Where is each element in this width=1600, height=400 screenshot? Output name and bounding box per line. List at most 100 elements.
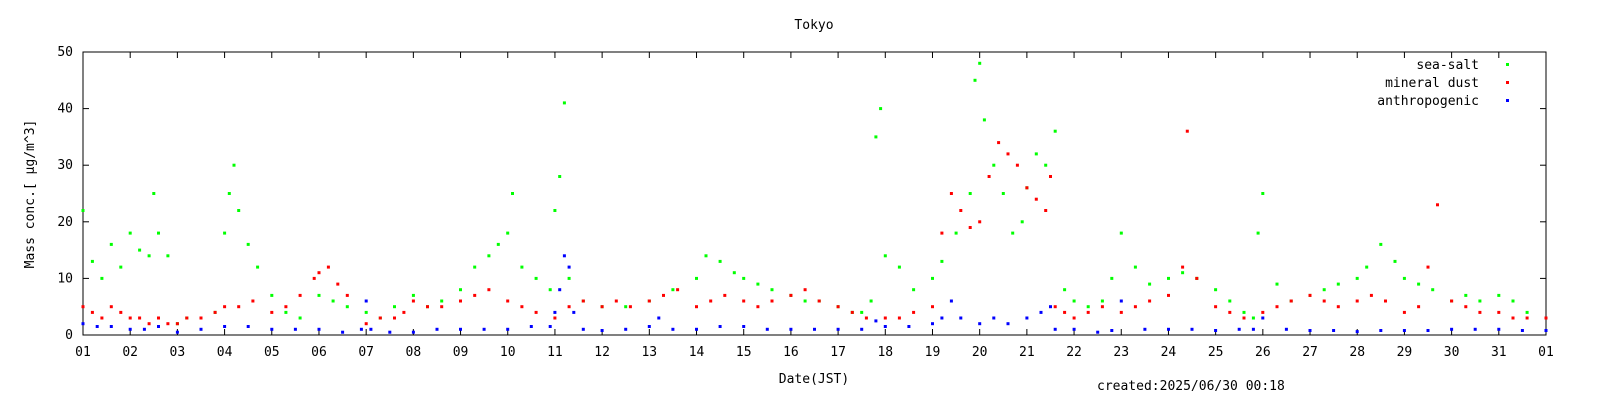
data-point bbox=[1181, 265, 1185, 269]
data-point bbox=[1086, 305, 1090, 309]
data-point bbox=[765, 327, 769, 331]
data-point bbox=[624, 305, 628, 309]
data-point bbox=[128, 231, 132, 235]
data-point bbox=[600, 329, 604, 332]
data-point bbox=[345, 305, 349, 309]
data-point bbox=[1006, 152, 1010, 156]
data-point bbox=[331, 299, 335, 303]
data-point bbox=[1275, 282, 1279, 286]
data-point bbox=[600, 305, 604, 309]
x-tick-label: 01 bbox=[75, 345, 91, 360]
data-point bbox=[1053, 305, 1057, 309]
data-point bbox=[803, 299, 807, 303]
data-point bbox=[718, 259, 722, 263]
data-point bbox=[1308, 293, 1312, 297]
data-point bbox=[553, 316, 557, 320]
data-point bbox=[1025, 316, 1029, 320]
data-point bbox=[317, 293, 321, 297]
data-point bbox=[1228, 310, 1232, 314]
data-point bbox=[1133, 265, 1137, 269]
data-point bbox=[100, 316, 104, 320]
x-tick-label: 08 bbox=[406, 345, 422, 360]
data-point bbox=[246, 242, 250, 246]
data-point bbox=[1393, 259, 1397, 263]
x-tick-label: 17 bbox=[830, 345, 846, 360]
data-point bbox=[175, 322, 179, 326]
data-point bbox=[1044, 209, 1048, 212]
data-point bbox=[1110, 276, 1114, 280]
data-point bbox=[534, 276, 538, 280]
data-point bbox=[1251, 316, 1255, 320]
x-tick-label: 18 bbox=[877, 345, 893, 360]
data-point bbox=[1289, 299, 1293, 303]
data-point bbox=[336, 282, 340, 286]
data-point bbox=[109, 242, 113, 246]
data-point bbox=[562, 254, 566, 258]
data-point bbox=[1006, 322, 1010, 326]
data-point bbox=[907, 325, 911, 328]
data-point bbox=[883, 325, 887, 328]
data-point bbox=[850, 310, 854, 314]
data-point bbox=[213, 310, 217, 314]
data-point bbox=[402, 310, 406, 314]
x-tick-label: 31 bbox=[1491, 345, 1507, 360]
data-point bbox=[1308, 329, 1312, 332]
data-point bbox=[511, 192, 514, 195]
data-point bbox=[1431, 288, 1435, 292]
data-point bbox=[393, 305, 396, 309]
data-point bbox=[581, 299, 585, 303]
data-point bbox=[1332, 329, 1336, 332]
data-point bbox=[581, 327, 585, 331]
data-point bbox=[1049, 175, 1052, 178]
legend-marker bbox=[1506, 81, 1509, 84]
data-point bbox=[968, 192, 972, 195]
data-point bbox=[520, 305, 524, 309]
data-point bbox=[1133, 305, 1137, 309]
data-point bbox=[1511, 316, 1515, 320]
data-point bbox=[1426, 329, 1430, 332]
data-point bbox=[1520, 329, 1524, 332]
data-point bbox=[709, 299, 713, 303]
data-point bbox=[529, 325, 533, 328]
data-point bbox=[1365, 265, 1369, 269]
x-tick-label: 10 bbox=[500, 345, 516, 360]
data-point bbox=[1181, 271, 1185, 275]
data-point bbox=[223, 325, 227, 328]
data-point bbox=[1119, 310, 1123, 314]
data-point bbox=[1544, 329, 1548, 332]
legend-label: sea-salt bbox=[1416, 58, 1479, 73]
data-point bbox=[1369, 293, 1373, 297]
data-point bbox=[487, 254, 491, 258]
data-point bbox=[992, 316, 996, 320]
footer-created: created:2025/06/30 00:18 bbox=[1097, 379, 1285, 394]
data-point bbox=[90, 310, 94, 314]
data-point bbox=[662, 293, 665, 297]
data-point bbox=[1167, 327, 1170, 331]
data-point bbox=[997, 141, 1001, 145]
y-tick-label: 10 bbox=[57, 271, 73, 286]
x-tick-label: 29 bbox=[1397, 345, 1413, 360]
data-point bbox=[175, 330, 179, 334]
data-point bbox=[959, 316, 963, 320]
data-point bbox=[293, 327, 297, 331]
x-tick-label: 02 bbox=[122, 345, 138, 360]
data-point bbox=[553, 209, 557, 212]
data-point bbox=[1237, 327, 1241, 331]
data-point bbox=[90, 259, 94, 263]
data-point bbox=[1544, 316, 1548, 320]
x-tick-label: 25 bbox=[1208, 345, 1224, 360]
data-point bbox=[81, 209, 85, 212]
data-point bbox=[1148, 299, 1152, 303]
data-point bbox=[1261, 310, 1265, 314]
data-point bbox=[1119, 231, 1123, 235]
data-point bbox=[732, 271, 736, 275]
legend-label: mineral dust bbox=[1385, 76, 1479, 91]
data-point bbox=[440, 305, 444, 309]
data-point bbox=[567, 305, 571, 309]
data-point bbox=[931, 305, 934, 309]
data-point bbox=[284, 310, 288, 314]
data-point bbox=[1190, 327, 1194, 331]
data-point bbox=[558, 288, 562, 292]
data-point bbox=[770, 299, 774, 303]
data-point bbox=[1384, 299, 1387, 303]
